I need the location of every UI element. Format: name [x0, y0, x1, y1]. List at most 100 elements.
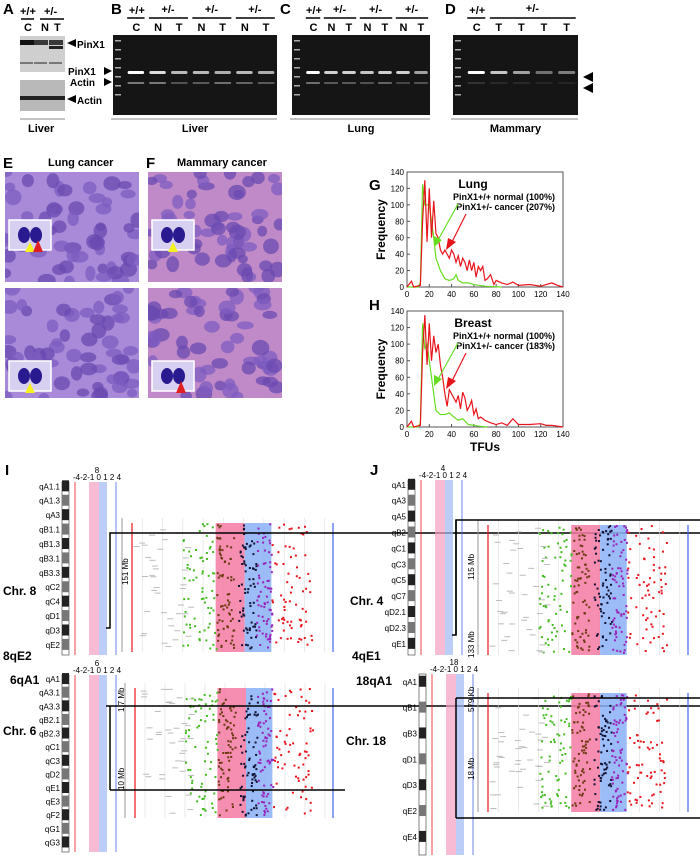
- data-point: [651, 802, 654, 805]
- data-point: [617, 611, 620, 614]
- data-point: [576, 721, 579, 724]
- data-point: [574, 622, 577, 625]
- data-point: [552, 738, 555, 741]
- data-point: [289, 637, 292, 640]
- data-point: [604, 806, 607, 809]
- data-point: [257, 779, 260, 782]
- actin-band: [171, 82, 188, 84]
- data-point: [557, 778, 560, 781]
- data-point: [552, 695, 555, 698]
- data-point: [611, 567, 614, 570]
- data-point: [284, 545, 287, 548]
- data-point: [605, 730, 608, 733]
- data-point: [635, 606, 638, 609]
- genome-panels: 8-4-2-1 0 1 2 4qA1.1qA1.3qA3qB1.1qB1.3qB…: [3, 464, 700, 856]
- data-point: [226, 786, 229, 789]
- data-point: [602, 548, 605, 551]
- probe-label: [182, 557, 189, 559]
- data-point: [656, 743, 659, 746]
- chromosome-number: 6: [95, 659, 100, 668]
- data-point: [269, 566, 272, 569]
- size-label: 1.7 Mb: [117, 687, 126, 712]
- data-point: [575, 591, 578, 594]
- data-point: [195, 548, 198, 551]
- data-point: [277, 551, 280, 554]
- ideogram-band: [62, 822, 69, 834]
- data-point: [311, 709, 314, 712]
- data-point: [271, 758, 274, 761]
- panel-label-i: I: [5, 462, 9, 479]
- data-point: [216, 699, 219, 702]
- ideogram-band: [408, 606, 415, 618]
- legend-entry: PinX1+/- cancer (207%): [456, 202, 555, 212]
- data-point: [203, 601, 206, 604]
- data-point: [615, 806, 618, 809]
- legend-entry: PinX1+/+ normal (100%): [453, 331, 555, 341]
- data-point: [607, 726, 610, 729]
- data-point: [569, 695, 572, 698]
- data-point: [261, 632, 264, 635]
- data-point: [640, 527, 643, 530]
- data-point: [250, 808, 253, 811]
- actin-band: [378, 82, 392, 84]
- data-point: [258, 750, 261, 753]
- data-point: [244, 733, 247, 736]
- data-point: [263, 801, 266, 804]
- data-point: [240, 762, 243, 765]
- data-point: [578, 789, 581, 792]
- data-point: [253, 772, 256, 775]
- data-point: [269, 609, 272, 612]
- data-point: [542, 714, 545, 717]
- cell-nucleus: [193, 305, 205, 318]
- data-point: [200, 782, 203, 785]
- cell-nucleus: [148, 306, 161, 321]
- data-point: [220, 605, 223, 608]
- data-point: [227, 744, 230, 747]
- chromosome-plot-18: 18-4-2-1 0 1 2 4qA1qB1qB3qD1qD3qE2qE418q…: [346, 658, 700, 856]
- data-point: [259, 762, 262, 765]
- data-point: [268, 637, 271, 640]
- data-point: [289, 556, 292, 559]
- data-point: [609, 592, 612, 595]
- data-point: [211, 540, 214, 543]
- data-point: [625, 558, 628, 561]
- data-point: [275, 735, 278, 738]
- data-point: [218, 633, 221, 636]
- cell-nucleus: [223, 172, 237, 180]
- profile-gain: [99, 675, 107, 852]
- data-point: [570, 574, 573, 577]
- data-point: [227, 776, 230, 779]
- probe-label: [493, 766, 500, 768]
- data-point: [238, 619, 241, 622]
- data-point: [543, 717, 546, 720]
- data-point: [246, 731, 249, 734]
- data-point: [664, 583, 667, 586]
- cell-nucleus: [120, 189, 136, 199]
- data-point: [220, 645, 223, 648]
- band-label: qA3: [46, 511, 61, 520]
- data-point: [295, 706, 298, 709]
- ideogram-band: [408, 637, 415, 649]
- data-point: [659, 783, 662, 786]
- data-point: [604, 717, 607, 720]
- data-point: [248, 713, 251, 716]
- data-point: [539, 602, 542, 605]
- data-point: [577, 615, 580, 618]
- data-point: [665, 542, 668, 545]
- data-point: [183, 631, 186, 634]
- data-point: [244, 717, 247, 720]
- probe-label: [489, 781, 496, 783]
- data-point: [226, 599, 229, 602]
- data-point: [587, 701, 590, 704]
- data-point: [581, 632, 584, 635]
- data-point: [262, 722, 265, 725]
- data-point: [206, 740, 209, 743]
- band-label: qC1: [391, 544, 406, 553]
- data-point: [602, 612, 605, 615]
- legend-entry: PinX1+/- cancer (183%): [456, 341, 555, 351]
- probe-label: [529, 731, 536, 733]
- loss-shade: [571, 525, 601, 655]
- data-point: [184, 732, 187, 735]
- data-point: [300, 695, 303, 698]
- data-point: [584, 581, 587, 584]
